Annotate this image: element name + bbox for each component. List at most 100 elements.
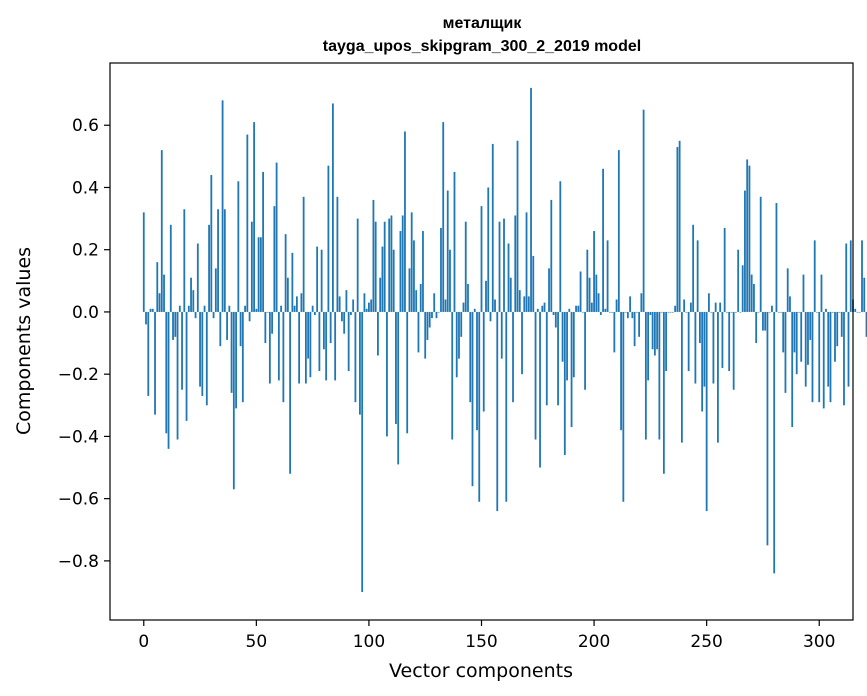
bar [768,311,771,313]
bar [352,299,355,312]
bar [543,302,546,312]
bar [640,293,643,312]
bar [822,311,825,409]
bar [417,311,420,353]
bar [649,311,652,316]
y-tick-label: −0.8 [58,552,99,572]
bar [401,215,404,312]
bar [705,311,708,512]
bar [154,311,156,415]
bar [557,311,559,406]
bar [620,311,622,431]
bar [656,311,659,350]
bar [453,171,456,312]
bar [633,311,636,347]
bar [160,150,163,312]
bar [489,311,492,322]
bar [807,311,809,365]
bar [169,224,172,312]
bar [642,109,645,312]
bar [629,296,631,312]
bar [563,311,566,456]
bar [431,311,433,319]
bar [757,311,760,313]
bar [147,311,150,396]
bar [289,311,292,474]
bar [820,274,823,312]
bar [395,311,397,424]
bar [230,311,233,393]
bar [295,296,298,312]
plot-area-frame [109,62,854,621]
bar [512,311,514,403]
bar [462,302,465,312]
bar [264,311,267,344]
bar [338,296,341,312]
bar [185,311,188,421]
x-tick-label: 150 [465,632,497,652]
bar [413,240,415,312]
bar [392,249,395,312]
bar [491,143,494,312]
bar [442,122,445,312]
x-tick-label: 250 [690,632,722,652]
bar [302,196,305,312]
bar [397,311,400,465]
bar [359,311,361,415]
bar [692,224,695,312]
bar [363,293,366,312]
bar [503,218,505,312]
bar [588,277,591,312]
bar [541,305,544,312]
bar [665,311,668,372]
bar [777,311,780,313]
bar [336,196,339,312]
bar [653,311,656,356]
bar [318,311,321,372]
bar [559,181,562,312]
bar [674,305,677,312]
bar [300,293,303,312]
x-tick-label: 0 [138,632,149,652]
bar [570,311,573,428]
x-tick-label: 100 [353,632,385,652]
bar [356,218,359,312]
bar [210,175,213,312]
x-axis-label: Vector components [389,660,573,682]
bar [669,311,672,313]
bar [708,293,710,312]
bar [476,311,478,431]
bar [617,150,620,312]
bar [226,311,228,340]
bar [183,209,186,312]
bar [577,305,580,312]
bar [174,311,177,337]
bar [304,311,307,384]
bar [203,305,206,312]
bar [554,311,557,328]
bar [831,311,834,313]
bar [726,311,728,313]
bar [426,311,429,340]
bar [208,224,210,312]
bar [631,311,634,319]
bar [791,311,794,428]
bar [178,305,181,312]
bar [277,311,280,381]
bar [354,311,357,403]
bar [811,311,814,403]
bar [365,308,368,312]
bar [689,302,692,312]
bar [435,311,438,319]
bar [309,311,312,378]
bar [550,199,553,312]
bar [428,311,431,328]
bar [228,305,231,312]
bar [766,311,769,546]
bar [424,311,427,359]
y-tick-label: 0.0 [72,303,99,323]
bar [372,199,375,312]
bar [284,234,287,312]
bar [773,311,776,574]
bar [762,311,764,331]
